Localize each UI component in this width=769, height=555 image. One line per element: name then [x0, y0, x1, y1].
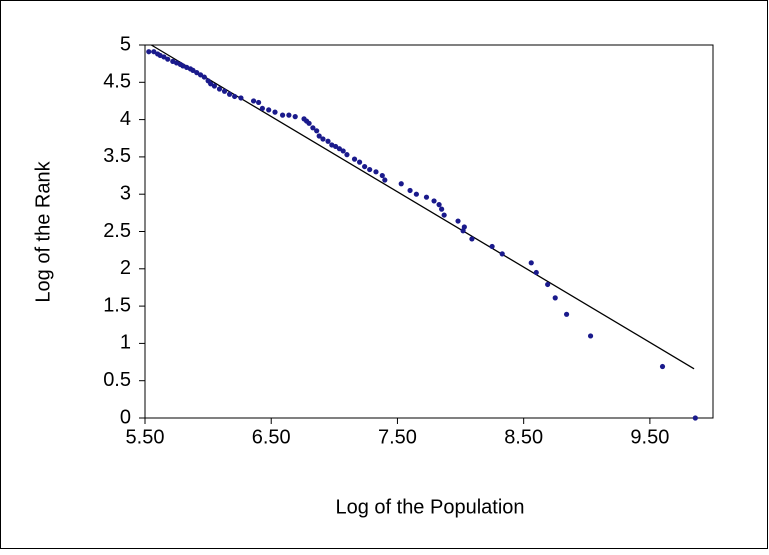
- point: [190, 67, 196, 73]
- point: [367, 166, 373, 173]
- point: [197, 72, 204, 78]
- point: [455, 218, 461, 224]
- point: [272, 109, 278, 115]
- point: [314, 128, 320, 134]
- point: [423, 194, 430, 200]
- y-tick-label: 2: [120, 257, 131, 279]
- y-axis-title: Log of the Rank: [32, 160, 54, 302]
- point: [238, 95, 244, 101]
- point: [250, 98, 257, 104]
- point: [382, 177, 388, 183]
- y-tick-label: 2.5: [103, 220, 131, 242]
- y-tick-label: 0: [120, 406, 131, 428]
- point: [373, 169, 379, 175]
- point: [659, 363, 666, 370]
- point: [320, 136, 326, 142]
- point: [587, 333, 594, 339]
- point: [528, 260, 534, 266]
- y-tick-label: 1.5: [103, 294, 131, 316]
- y-tick-label: 3.5: [103, 145, 131, 167]
- point: [232, 93, 238, 100]
- point: [211, 83, 218, 89]
- y-tick-label: 3: [120, 182, 131, 204]
- point: [545, 281, 551, 288]
- point: [441, 212, 447, 218]
- point: [201, 74, 207, 80]
- point: [362, 163, 368, 170]
- point: [552, 295, 558, 301]
- x-axis-title: Log of the Population: [335, 496, 524, 518]
- point: [499, 251, 505, 257]
- x-tick-label: 9.50: [630, 426, 669, 448]
- point: [431, 198, 437, 204]
- y-tick-label: 4: [120, 108, 131, 130]
- point: [216, 86, 223, 92]
- point: [208, 81, 214, 87]
- point: [259, 105, 265, 112]
- point: [563, 311, 570, 317]
- point: [332, 143, 339, 150]
- point: [356, 159, 363, 165]
- point: [310, 125, 316, 131]
- point: [351, 156, 358, 162]
- y-tick-label: 5: [120, 33, 131, 55]
- x-tick-label: 5.50: [126, 426, 165, 448]
- x-tick-label: 8.50: [504, 426, 543, 448]
- point: [439, 206, 445, 212]
- point: [146, 49, 152, 55]
- point: [286, 112, 292, 118]
- point: [489, 243, 495, 250]
- point: [336, 146, 342, 152]
- point: [194, 70, 200, 76]
- point: [266, 107, 272, 113]
- point: [151, 49, 157, 55]
- point: [533, 269, 539, 276]
- point: [460, 228, 466, 234]
- y-tick-label: 4.5: [103, 71, 131, 93]
- point: [413, 191, 419, 197]
- point: [436, 202, 442, 208]
- x-tick-label: 7.50: [378, 426, 417, 448]
- point: [226, 91, 233, 97]
- point: [256, 99, 262, 106]
- x-tick-label: 6.50: [252, 426, 291, 448]
- y-tick-label: 1: [120, 332, 131, 354]
- point: [379, 172, 385, 179]
- point: [316, 133, 322, 139]
- point: [469, 236, 475, 242]
- point: [344, 152, 350, 158]
- point: [292, 114, 298, 120]
- point: [279, 112, 286, 118]
- y-tick-label: 0.5: [103, 369, 131, 391]
- point: [398, 181, 404, 187]
- point: [407, 187, 413, 194]
- point: [692, 415, 698, 421]
- point: [306, 120, 312, 126]
- point: [221, 88, 228, 94]
- point: [340, 148, 346, 154]
- point: [165, 56, 171, 62]
- point: [161, 54, 167, 60]
- point: [325, 138, 331, 144]
